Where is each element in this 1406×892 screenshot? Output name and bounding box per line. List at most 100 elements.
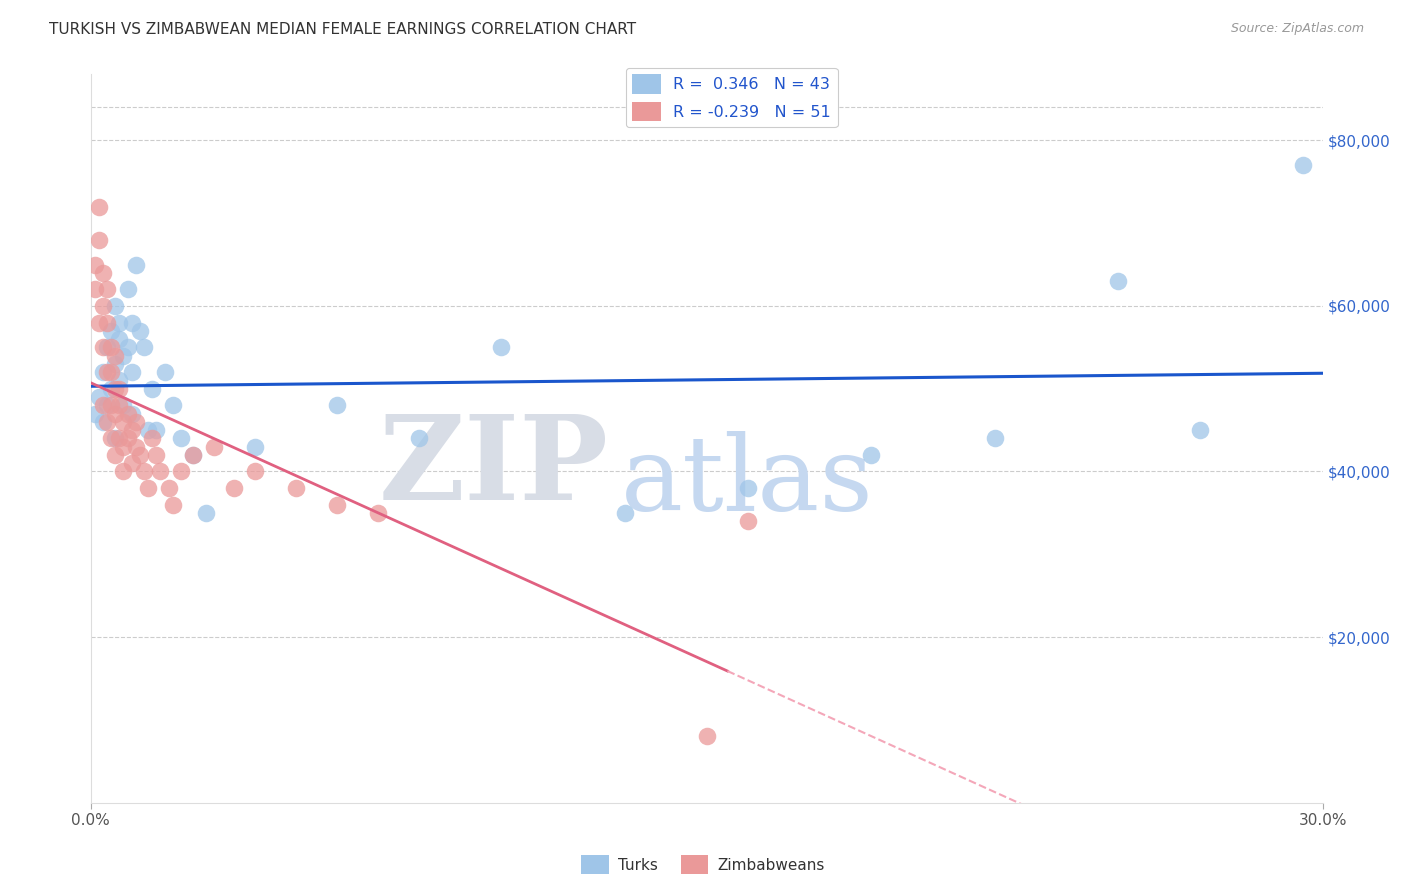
Point bbox=[112, 349, 135, 363]
Point bbox=[121, 365, 143, 379]
Point bbox=[132, 340, 155, 354]
Point bbox=[104, 407, 127, 421]
Point bbox=[121, 316, 143, 330]
Point bbox=[129, 448, 152, 462]
Point bbox=[87, 390, 110, 404]
Point bbox=[91, 365, 114, 379]
Point bbox=[696, 729, 718, 743]
Point bbox=[326, 398, 349, 412]
Point bbox=[157, 481, 180, 495]
Legend: R =  0.346   N = 43, R = -0.239   N = 51: R = 0.346 N = 43, R = -0.239 N = 51 bbox=[626, 68, 838, 128]
Point bbox=[91, 299, 114, 313]
Text: Source: ZipAtlas.com: Source: ZipAtlas.com bbox=[1230, 22, 1364, 36]
Point bbox=[104, 431, 127, 445]
Point bbox=[326, 498, 349, 512]
Point bbox=[117, 340, 139, 354]
Point bbox=[104, 382, 127, 396]
Point bbox=[141, 431, 163, 445]
Point bbox=[125, 440, 148, 454]
Point bbox=[860, 448, 883, 462]
Point bbox=[491, 340, 513, 354]
Point bbox=[132, 465, 155, 479]
Point bbox=[737, 481, 759, 495]
Text: TURKISH VS ZIMBABWEAN MEDIAN FEMALE EARNINGS CORRELATION CHART: TURKISH VS ZIMBABWEAN MEDIAN FEMALE EARN… bbox=[49, 22, 637, 37]
Point bbox=[117, 431, 139, 445]
Point bbox=[96, 398, 118, 412]
Point bbox=[100, 324, 122, 338]
Point bbox=[91, 415, 114, 429]
Point bbox=[183, 448, 205, 462]
Point bbox=[149, 465, 172, 479]
Point bbox=[125, 415, 148, 429]
Point bbox=[83, 258, 105, 272]
Point bbox=[117, 282, 139, 296]
Point bbox=[136, 481, 159, 495]
Point bbox=[121, 456, 143, 470]
Point bbox=[194, 506, 217, 520]
Point bbox=[100, 398, 122, 412]
Point bbox=[91, 340, 114, 354]
Point bbox=[108, 374, 131, 388]
Point bbox=[170, 431, 193, 445]
Point bbox=[170, 465, 193, 479]
Point bbox=[100, 365, 122, 379]
Point bbox=[108, 382, 131, 396]
Point bbox=[104, 357, 127, 371]
Point bbox=[202, 440, 225, 454]
Point bbox=[100, 431, 122, 445]
Point bbox=[108, 316, 131, 330]
Point bbox=[87, 200, 110, 214]
Point bbox=[367, 506, 389, 520]
Point bbox=[121, 423, 143, 437]
Point bbox=[96, 282, 118, 296]
Text: ZIP: ZIP bbox=[378, 410, 609, 525]
Point bbox=[112, 398, 135, 412]
Point bbox=[91, 266, 114, 280]
Point bbox=[112, 440, 135, 454]
Point bbox=[141, 382, 163, 396]
Text: atlas: atlas bbox=[620, 431, 873, 533]
Point bbox=[129, 324, 152, 338]
Point bbox=[112, 465, 135, 479]
Point bbox=[100, 340, 122, 354]
Point bbox=[96, 340, 118, 354]
Point bbox=[87, 316, 110, 330]
Point bbox=[145, 448, 167, 462]
Point bbox=[1188, 423, 1211, 437]
Point bbox=[104, 299, 127, 313]
Point bbox=[91, 398, 114, 412]
Point bbox=[1107, 274, 1129, 288]
Point bbox=[224, 481, 246, 495]
Point bbox=[1292, 158, 1315, 172]
Point bbox=[112, 415, 135, 429]
Point bbox=[983, 431, 1005, 445]
Point bbox=[183, 448, 205, 462]
Point bbox=[408, 431, 430, 445]
Point bbox=[613, 506, 636, 520]
Point bbox=[104, 448, 127, 462]
Point bbox=[96, 316, 118, 330]
Point bbox=[96, 415, 118, 429]
Point bbox=[108, 398, 131, 412]
Point bbox=[737, 514, 759, 528]
Point bbox=[285, 481, 308, 495]
Point bbox=[87, 233, 110, 247]
Point bbox=[243, 465, 266, 479]
Point bbox=[108, 431, 131, 445]
Point bbox=[153, 365, 176, 379]
Point bbox=[125, 258, 148, 272]
Point bbox=[108, 332, 131, 346]
Point bbox=[162, 498, 184, 512]
Point bbox=[162, 398, 184, 412]
Point bbox=[121, 407, 143, 421]
Point bbox=[100, 382, 122, 396]
Point bbox=[145, 423, 167, 437]
Point bbox=[83, 407, 105, 421]
Point bbox=[243, 440, 266, 454]
Point bbox=[136, 423, 159, 437]
Point bbox=[96, 365, 118, 379]
Legend: Turks, Zimbabweans: Turks, Zimbabweans bbox=[575, 849, 831, 880]
Point bbox=[117, 407, 139, 421]
Point bbox=[104, 349, 127, 363]
Point bbox=[83, 282, 105, 296]
